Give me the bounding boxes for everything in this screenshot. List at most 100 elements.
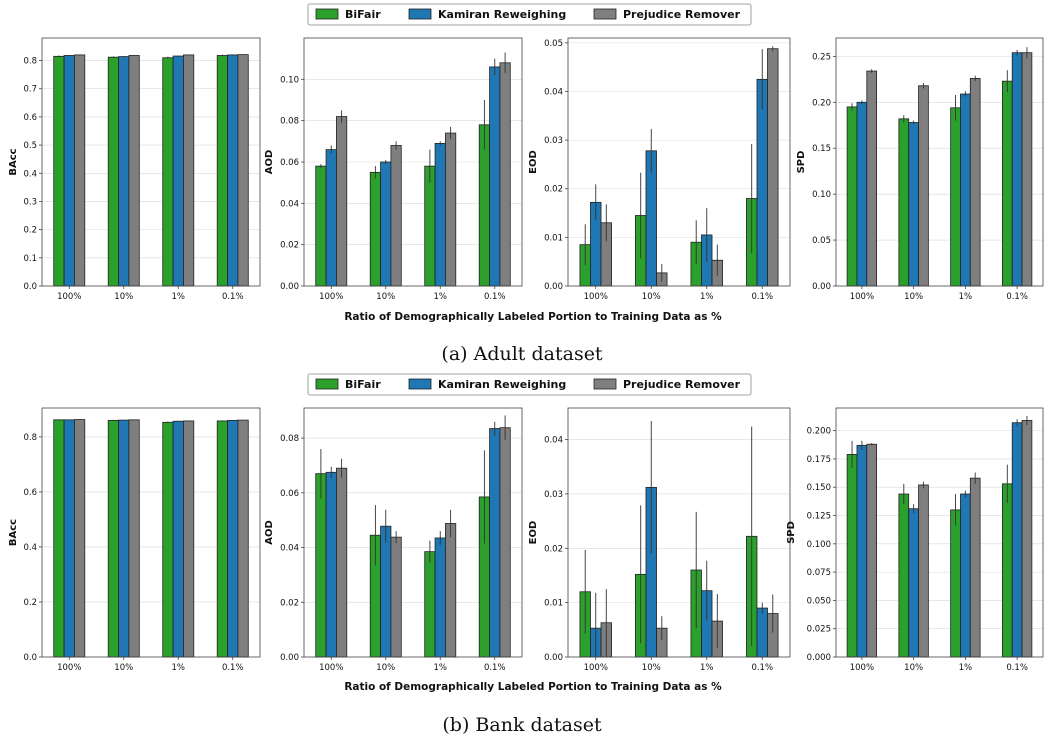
bar-adult-aod-prejudice-2 [445, 132, 457, 287]
y-axis-label-bank-spd: SPD [786, 521, 797, 544]
y-tick-label-adult-aod-1: 0.02 [280, 241, 299, 251]
bar-adult-spd-kamiran-0 [856, 101, 868, 287]
x-tick-label-bank-bacc-2: 1% [172, 663, 186, 673]
bar-adult-bacc-prejudice-1 [128, 55, 140, 287]
bar-bank-aod-kamiran-0 [325, 471, 337, 658]
axes-frame-bank-spd [835, 407, 1044, 658]
x-tick-label-adult-bacc-2: 1% [172, 292, 186, 302]
y-tick-label-bank-spd-7: 0.175 [807, 455, 831, 465]
y-tick-label-adult-bacc-6: 0.6 [23, 113, 37, 123]
bar-adult-bacc-bifair-1 [107, 56, 119, 287]
y-tick-label-adult-eod-3: 0.03 [544, 136, 563, 146]
x-tick-label-bank-bacc-3: 0.1% [222, 663, 244, 673]
y-tick-label-bank-eod-2: 0.02 [544, 544, 563, 554]
x-tick-label-bank-aod-3: 0.1% [484, 663, 506, 673]
y-tick-label-bank-spd-2: 0.050 [807, 596, 831, 606]
bar-bank-aod-prejudice-2 [445, 523, 457, 658]
y-tick-label-bank-aod-2: 0.04 [280, 544, 299, 554]
bar-adult-bacc-prejudice-2 [183, 54, 195, 287]
bar-adult-spd-bifair-2 [950, 107, 961, 287]
bar-adult-bacc-bifair-2 [162, 57, 174, 287]
bar-adult-spd-kamiran-1 [908, 122, 919, 287]
panel-bank-spd: 0.000 0.025 0.050 0.075 0.100 0.125 0.150 0.175… [786, 407, 1044, 673]
y-tick-label-bank-bacc-2: 0.4 [23, 543, 37, 553]
y-tick-label-adult-eod-1: 0.01 [544, 233, 563, 243]
axes-frame-adult-eod [567, 37, 791, 287]
y-tick-label-bank-aod-1: 0.02 [280, 598, 299, 608]
bar-adult-spd-prejudice-1 [918, 85, 929, 287]
x-axis-label-adult: Ratio of Demographically Labeled Portion… [344, 311, 722, 323]
y-tick-label-adult-spd-5: 0.25 [812, 52, 831, 62]
legend-adult-label-prejudice: Prejudice Remover [623, 8, 741, 21]
y-axis-label-bank-aod: AOD [264, 520, 275, 545]
bar-bank-aod-kamiran-3 [489, 428, 501, 658]
y-tick-label-bank-bacc-4: 0.8 [23, 433, 37, 443]
bar-adult-spd-bifair-3 [1001, 80, 1013, 287]
panel-adult-eod: 0.00 0.01 0.02 0.03 0.04 0.05 100% 10% 1% 0.1% EOD [528, 37, 791, 302]
bar-bank-bacc-kamiran-3 [227, 419, 239, 658]
bar-bank-spd-bifair-3 [1001, 483, 1013, 658]
bar-adult-spd-prejudice-0 [866, 70, 878, 287]
y-tick-label-bank-spd-0: 0.000 [807, 653, 831, 663]
bar-bank-bacc-kamiran-2 [172, 420, 184, 658]
bar-bank-aod-bifair-0 [315, 473, 327, 658]
y-tick-label-adult-bacc-7: 0.7 [23, 85, 37, 95]
bar-bank-bacc-prejudice-2 [183, 420, 195, 658]
x-tick-label-bank-bacc-1: 10% [114, 663, 133, 673]
x-tick-label-adult-bacc-3: 0.1% [222, 292, 244, 302]
legend-bank-swatch-prejudice [593, 378, 617, 390]
y-axis-label-adult-aod: AOD [264, 150, 275, 175]
x-tick-label-adult-spd-0: 100% [850, 292, 874, 302]
bar-adult-bacc-kamiran-3 [227, 54, 239, 287]
y-tick-label-adult-bacc-5: 0.5 [23, 141, 37, 151]
bar-bank-spd-bifair-0 [846, 454, 858, 658]
bar-bank-aod-kamiran-1 [380, 525, 392, 658]
y-tick-label-bank-aod-0: 0.00 [280, 653, 299, 663]
bar-bank-spd-kamiran-1 [908, 508, 919, 658]
y-tick-label-adult-bacc-3: 0.3 [23, 197, 37, 207]
bar-bank-bacc-bifair-2 [162, 421, 174, 658]
axes-frame-bank-eod [567, 407, 791, 658]
panel-adult-spd: 0.00 0.05 0.10 0.15 0.20 0.25 100% 10% 1% 0.1% SPD [796, 37, 1044, 302]
x-tick-label-adult-aod-1: 10% [376, 292, 395, 302]
x-tick-label-bank-spd-2: 1% [959, 663, 973, 673]
bar-adult-bacc-prejudice-3 [237, 54, 249, 287]
bar-bank-spd-kamiran-0 [856, 444, 868, 658]
bar-adult-bacc-kamiran-2 [172, 55, 184, 287]
bar-adult-bacc-kamiran-0 [63, 55, 75, 287]
y-tick-label-bank-aod-3: 0.06 [280, 489, 299, 499]
y-tick-label-bank-spd-8: 0.200 [807, 427, 831, 437]
y-tick-label-bank-spd-6: 0.150 [807, 483, 831, 493]
y-tick-label-bank-eod-0: 0.00 [544, 653, 563, 663]
x-tick-label-adult-eod-3: 0.1% [751, 292, 773, 302]
bar-adult-aod-prejudice-1 [390, 145, 402, 287]
y-axis-label-bank-eod: EOD [528, 521, 539, 545]
bar-bank-spd-bifair-1 [898, 493, 910, 658]
bar-bank-aod-bifair-2 [424, 551, 436, 658]
y-tick-label-adult-bacc-2: 0.2 [23, 226, 37, 236]
bar-bank-bacc-kamiran-1 [118, 419, 130, 658]
y-tick-label-bank-spd-3: 0.075 [807, 568, 831, 578]
bar-adult-bacc-prejudice-0 [74, 54, 86, 287]
legend-adult-swatch-kamiran [408, 8, 432, 20]
x-tick-label-adult-eod-2: 1% [700, 292, 714, 302]
axes-frame-bank-aod [303, 407, 523, 658]
x-tick-label-adult-aod-3: 0.1% [484, 292, 506, 302]
panel-bank-aod: 0.00 0.02 0.04 0.06 0.08 100% 10% 1% 0.1% AOD [264, 407, 523, 673]
bar-adult-aod-bifair-2 [424, 165, 436, 287]
y-tick-label-bank-spd-1: 0.025 [807, 625, 831, 635]
bar-adult-aod-bifair-1 [369, 171, 381, 287]
caption-adult: (a) Adult dataset [441, 343, 603, 365]
y-tick-label-bank-spd-4: 0.100 [807, 540, 831, 550]
y-tick-label-adult-bacc-1: 0.1 [23, 254, 37, 264]
x-tick-label-bank-spd-0: 100% [850, 663, 874, 673]
legend-adult-swatch-bifair [315, 8, 339, 20]
y-tick-label-adult-eod-4: 0.04 [544, 87, 563, 97]
bar-adult-aod-kamiran-0 [325, 149, 337, 287]
legend-bank-label-bifair: BiFair [345, 378, 381, 391]
bar-bank-aod-prejudice-1 [390, 536, 402, 658]
x-tick-label-adult-eod-0: 100% [584, 292, 608, 302]
y-axis-label-adult-eod: EOD [528, 150, 539, 174]
y-tick-label-bank-eod-4: 0.04 [544, 436, 563, 446]
bar-bank-bacc-bifair-1 [107, 419, 119, 658]
